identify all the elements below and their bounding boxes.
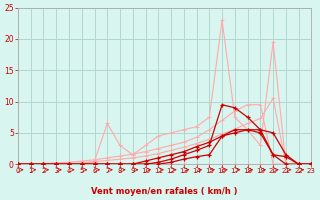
X-axis label: Vent moyen/en rafales ( km/h ): Vent moyen/en rafales ( km/h ) [92,187,238,196]
